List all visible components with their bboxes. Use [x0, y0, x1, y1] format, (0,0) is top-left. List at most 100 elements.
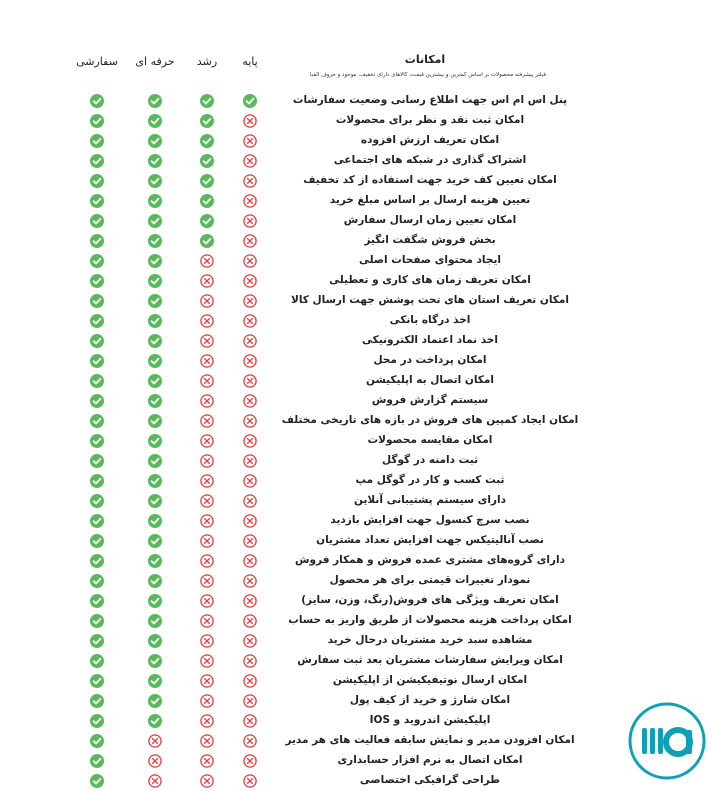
check-circle-icon: [200, 114, 214, 128]
x-circle-icon: [243, 614, 257, 628]
feature-label: ثبت کسب و کار در گوگل مپ: [355, 474, 505, 486]
check-circle-icon: [90, 774, 104, 788]
check-circle-icon: [90, 574, 104, 588]
x-circle-icon: [200, 374, 214, 388]
check-circle-icon: [90, 174, 104, 188]
table-row: اخذ درگاه بانکی: [0, 311, 712, 331]
plan-header-herfei: حرفه ای: [135, 55, 175, 68]
table-row: نمودار تغییرات قیمتی برای هر محصول: [0, 571, 712, 591]
feature-label: امکان شارژ و خرید از کیف پول: [349, 694, 511, 706]
x-circle-icon: [243, 554, 257, 568]
table-row: طراحی گرافیکی اختصاصی: [0, 771, 712, 791]
feature-label: بخش فروش شگفت انگیز: [364, 234, 496, 246]
x-circle-icon: [200, 754, 214, 768]
table-row: ایجاد محتوای صفحات اصلی: [0, 251, 712, 271]
x-circle-icon: [200, 594, 214, 608]
check-circle-icon: [90, 294, 104, 308]
table-row: امکان مقایسه محصولات: [0, 431, 712, 451]
check-circle-icon: [90, 674, 104, 688]
x-circle-icon: [200, 354, 214, 368]
feature-label: مشاهده سبد خرید مشتریان درحال خرید: [327, 634, 533, 646]
check-circle-icon: [90, 594, 104, 608]
check-circle-icon: [148, 394, 162, 408]
feature-label: امکان مقایسه محصولات: [367, 434, 493, 446]
check-circle-icon: [90, 514, 104, 528]
feature-label: امکان ارسال نوتیفیکیشن از اپلیکیشن: [332, 674, 528, 686]
check-circle-icon: [148, 614, 162, 628]
x-circle-icon: [200, 294, 214, 308]
check-circle-icon: [148, 294, 162, 308]
feature-label: امکان پرداخت در محل: [373, 354, 487, 366]
x-circle-icon: [243, 494, 257, 508]
x-circle-icon: [243, 514, 257, 528]
table-row: امکان تعیین زمان ارسال سفارش: [0, 211, 712, 231]
table-row: امکان اتصال به نرم افزار حسابداری: [0, 751, 712, 771]
check-circle-icon: [148, 674, 162, 688]
feature-label: امکان ثبت نقد و نظر برای محصولات: [335, 114, 525, 126]
check-circle-icon: [90, 394, 104, 408]
x-circle-icon: [243, 174, 257, 188]
check-circle-icon: [90, 634, 104, 648]
check-circle-icon: [200, 194, 214, 208]
plan-header-paye: پایه: [242, 55, 258, 68]
feature-label: امکان ویرایش سفارشات مشتریان بعد ثبت سفا…: [297, 654, 563, 666]
check-circle-icon: [90, 374, 104, 388]
check-circle-icon: [90, 734, 104, 748]
check-circle-icon: [148, 134, 162, 148]
table-row: سیستم گزارش فروش: [0, 391, 712, 411]
check-circle-icon: [148, 174, 162, 188]
x-circle-icon: [243, 594, 257, 608]
table-row: امکان تعریف زمان های کاری و تعطیلی: [0, 271, 712, 291]
feature-label: دارای سیستم پشتیبانی آنلاین: [354, 494, 506, 506]
x-circle-icon: [243, 454, 257, 468]
x-circle-icon: [243, 734, 257, 748]
check-circle-icon: [90, 154, 104, 168]
table-row: امکان شارژ و خرید از کیف پول: [0, 691, 712, 711]
check-circle-icon: [90, 314, 104, 328]
check-circle-icon: [200, 154, 214, 168]
table-row: اخذ نماد اعتماد الکترونیکی: [0, 331, 712, 351]
x-circle-icon: [243, 634, 257, 648]
table-row: امکان افزودن مدیر و نمایش سابقه فعالیت ه…: [0, 731, 712, 751]
check-circle-icon: [200, 234, 214, 248]
x-circle-icon: [200, 434, 214, 448]
check-circle-icon: [148, 374, 162, 388]
check-circle-icon: [90, 714, 104, 728]
check-circle-icon: [200, 134, 214, 148]
x-circle-icon: [243, 654, 257, 668]
check-circle-icon: [148, 474, 162, 488]
check-circle-icon: [148, 214, 162, 228]
check-circle-icon: [148, 494, 162, 508]
check-circle-icon: [90, 334, 104, 348]
check-circle-icon: [148, 694, 162, 708]
x-circle-icon: [243, 334, 257, 348]
x-circle-icon: [243, 214, 257, 228]
check-circle-icon: [148, 314, 162, 328]
x-circle-icon: [200, 534, 214, 548]
check-circle-icon: [148, 434, 162, 448]
table-row: ثبت کسب و کار در گوگل مپ: [0, 471, 712, 491]
table-row: امکان تعیین کف خرید جهت استفاده از کد تخ…: [0, 171, 712, 191]
x-circle-icon: [243, 294, 257, 308]
feature-label: امکان تعریف ارزش افزوده: [360, 134, 500, 146]
table-row: دارای سیستم پشتیبانی آنلاین: [0, 491, 712, 511]
check-circle-icon: [148, 714, 162, 728]
check-circle-icon: [243, 94, 257, 108]
feature-label: ثبت دامنه در گوگل: [381, 454, 479, 466]
x-circle-icon: [243, 394, 257, 408]
plan-header-roshd: رشد: [196, 55, 218, 68]
x-circle-icon: [148, 734, 162, 748]
feature-label: اپلیکیشن اندروید و IOS: [369, 714, 491, 726]
check-circle-icon: [148, 234, 162, 248]
feature-table: پنل اس ام اس جهت اطلاع رسانی وضعیت سفارش…: [0, 91, 712, 791]
feature-label: دارای گروه‌های مشتری عمده فروش و همکار ف…: [295, 554, 565, 566]
x-circle-icon: [243, 114, 257, 128]
feature-label: ایجاد محتوای صفحات اصلی: [359, 254, 501, 266]
check-circle-icon: [148, 114, 162, 128]
check-circle-icon: [148, 534, 162, 548]
check-circle-icon: [148, 514, 162, 528]
table-row: امکان تعریف ارزش افزوده: [0, 131, 712, 151]
x-circle-icon: [200, 614, 214, 628]
feature-label: طراحی گرافیکی اختصاصی: [359, 774, 501, 786]
check-circle-icon: [90, 194, 104, 208]
